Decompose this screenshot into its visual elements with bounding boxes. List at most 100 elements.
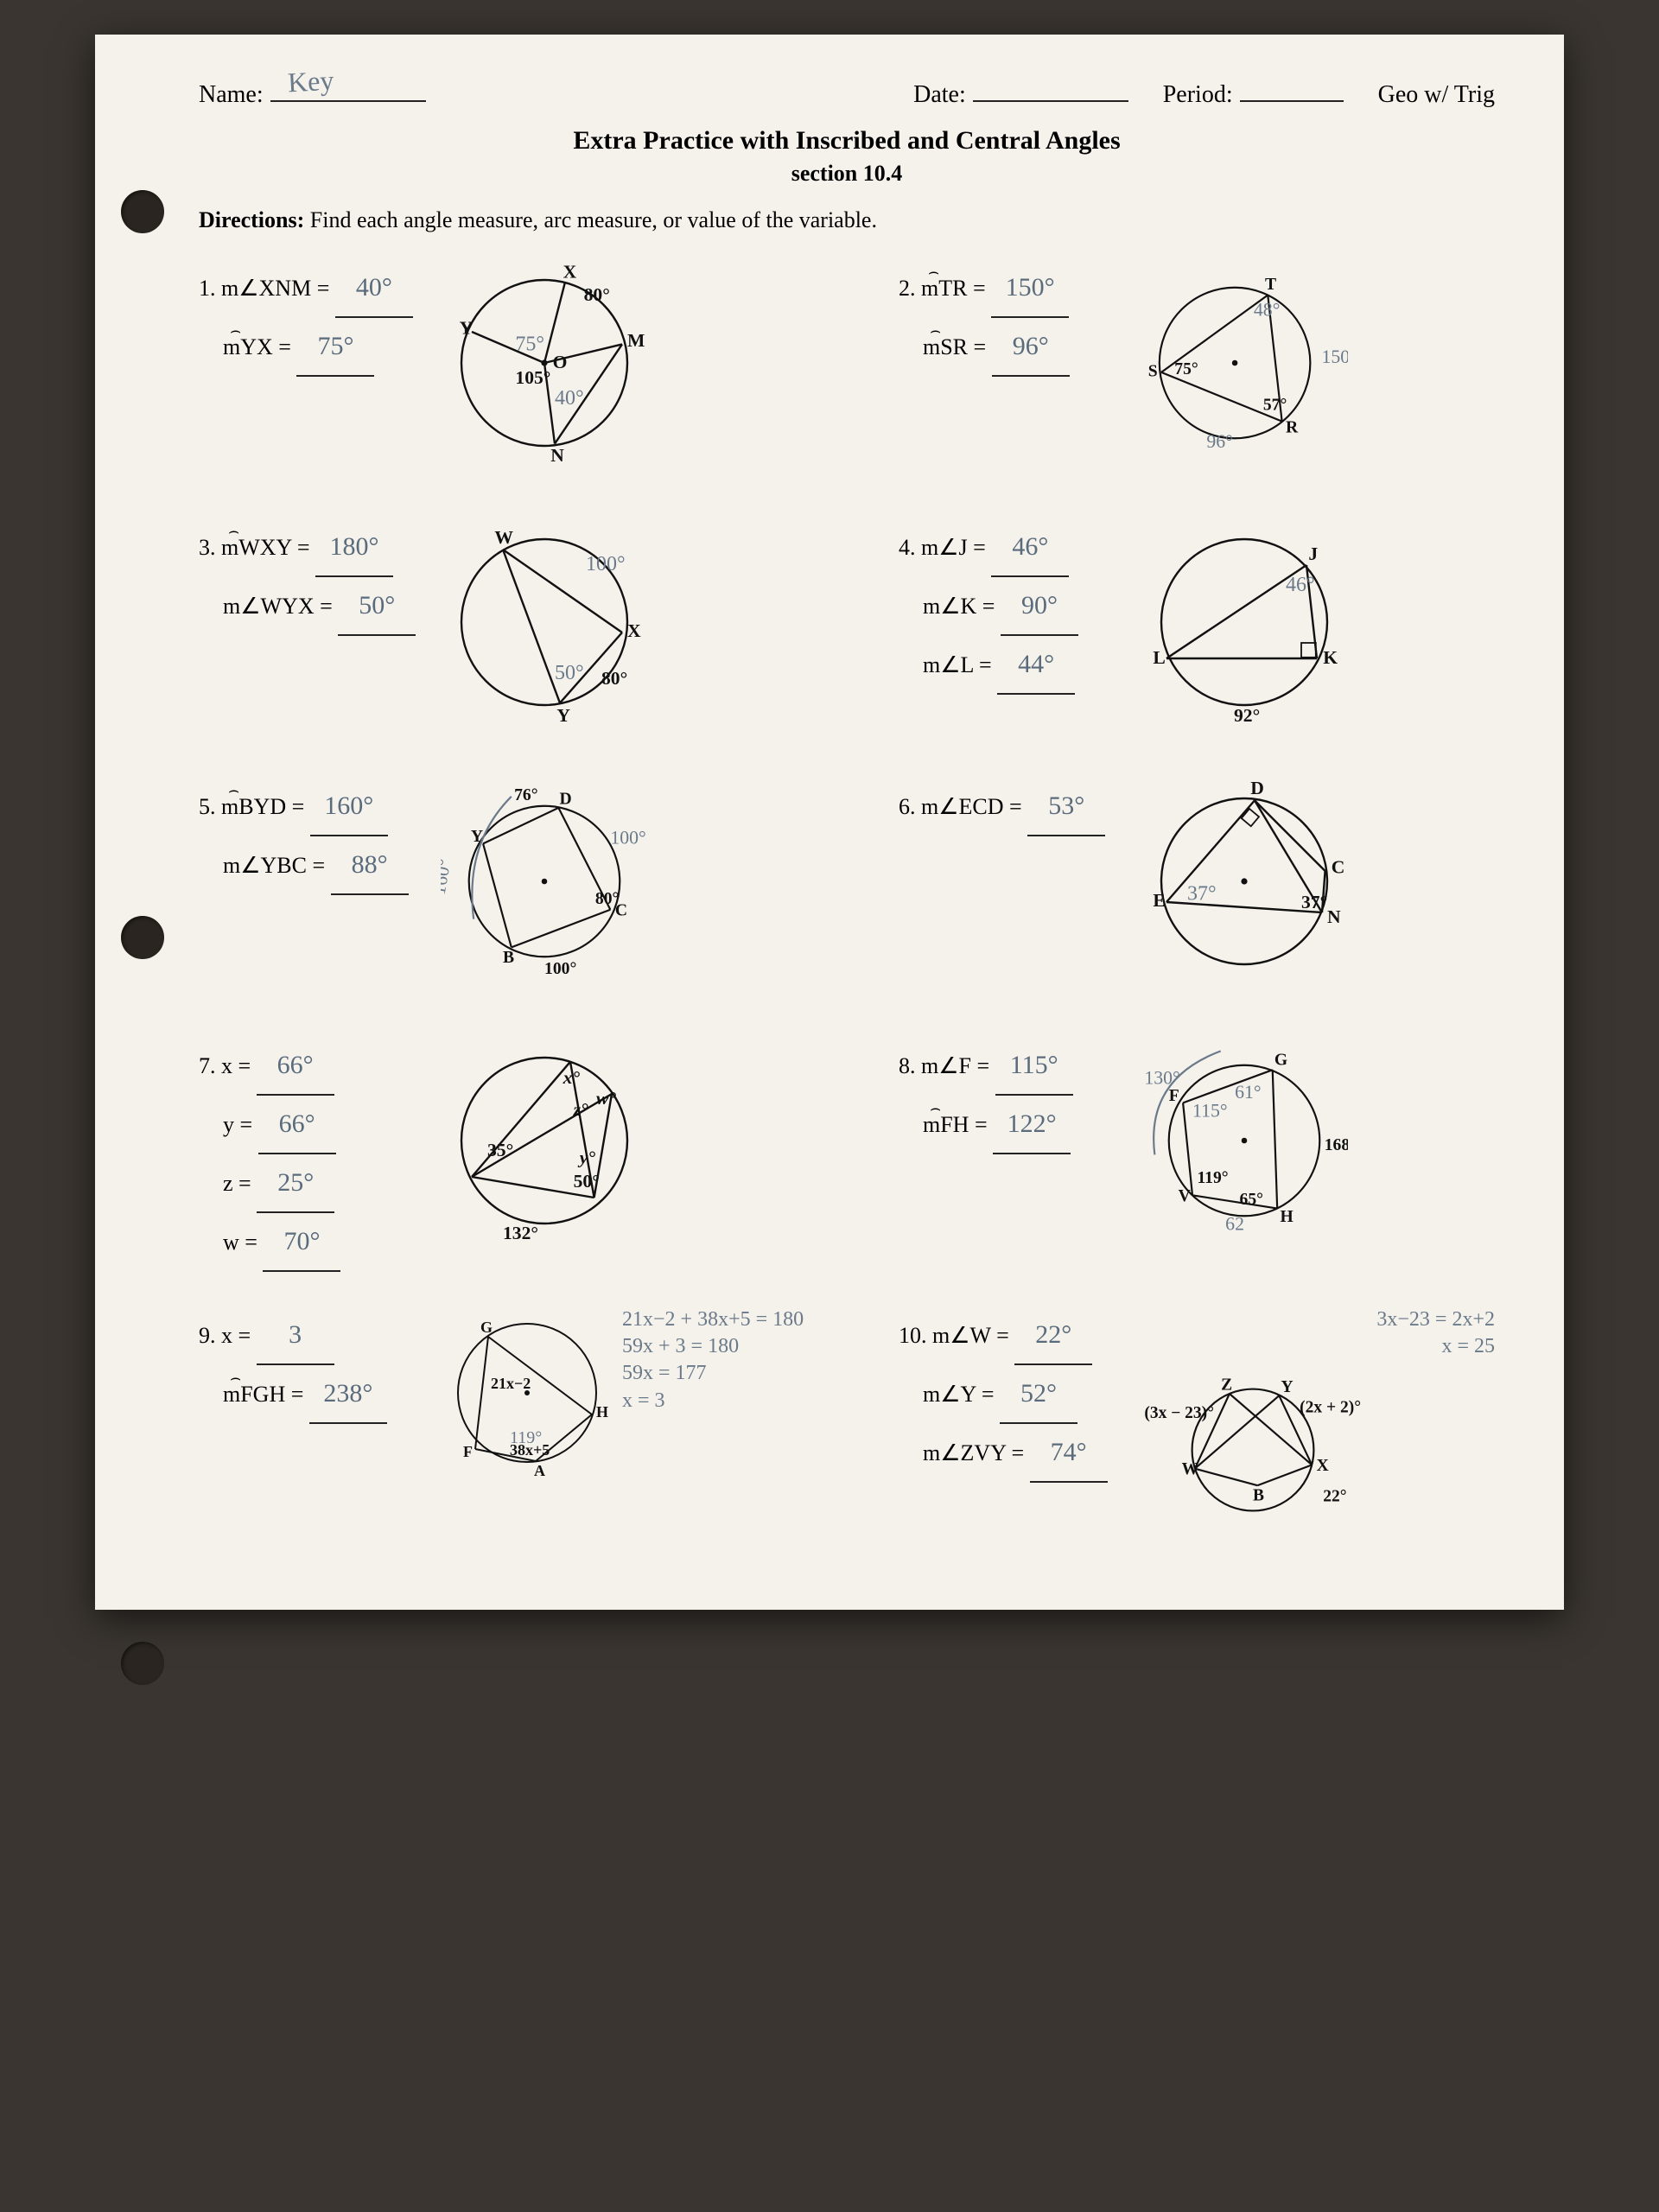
p8-text: 8. m∠F = 115° mFH = 122° <box>899 1037 1123 1154</box>
p10-diagram: 3x−23 = 2x+2 x = 25 W X Y Z B (3x − <box>1141 1306 1495 1541</box>
p8-a2: 122° <box>993 1096 1071 1154</box>
lbl: G <box>1274 1052 1287 1070</box>
lbl: 35° <box>487 1140 513 1160</box>
lbl: 80° <box>584 284 610 305</box>
p4-a3: 44° <box>997 636 1075 695</box>
date-label: Date: <box>913 81 966 109</box>
lbl: 48° <box>1254 299 1281 320</box>
lbl: W <box>1182 1461 1199 1479</box>
p2-num: 2. <box>899 276 916 301</box>
p7-qw: w = <box>223 1230 257 1255</box>
directions-label: Directions: <box>199 207 304 232</box>
work-line: 3x−23 = 2x+2 <box>1141 1306 1495 1333</box>
p10-a2: 52° <box>1000 1365 1077 1424</box>
p2-a2: 96° <box>992 318 1070 377</box>
punch-hole <box>121 1642 164 1685</box>
lbl: J <box>1308 543 1318 564</box>
lbl: 21x−2 <box>491 1375 531 1392</box>
p1-a2: 75° <box>296 318 374 377</box>
p4-q1: m∠J = <box>921 535 986 560</box>
work-line: 59x = 177 <box>622 1360 847 1387</box>
p9-num: 9. <box>199 1323 216 1348</box>
p3-a1: 180° <box>315 518 393 577</box>
lbl: A <box>534 1462 545 1479</box>
p7-num: 7. <box>199 1053 216 1078</box>
work-line: x = 25 <box>1141 1333 1495 1360</box>
p8-num: 8. <box>899 1053 916 1078</box>
p1-q2: mYX = <box>223 322 291 372</box>
lbl: Y <box>1281 1378 1294 1396</box>
lbl: L <box>1153 647 1165 668</box>
lbl: O <box>553 352 568 372</box>
lbl: 50° <box>555 662 584 684</box>
lbl: X <box>627 620 641 641</box>
worksheet-section: section 10.4 <box>199 161 1495 187</box>
lbl: x° <box>563 1067 581 1088</box>
lbl: D <box>559 791 571 809</box>
p1-q1: m∠XNM = <box>221 276 329 301</box>
name-value: Key <box>287 65 334 99</box>
lbl: 50° <box>574 1171 600 1192</box>
p3-num: 3. <box>199 535 216 560</box>
p8-diagram: F G V H 119° 65° 168° 130° 115° 61° 62 <box>1141 1037 1495 1249</box>
p9-a2: 238° <box>309 1365 387 1424</box>
p7-diagram: 35° 50° 132° x° w° z° y° <box>441 1037 847 1249</box>
directions-text: Find each angle measure, arc measure, or… <box>304 207 877 232</box>
p1-num: 1. <box>199 276 216 301</box>
p2-q2: mSR = <box>923 322 986 372</box>
p5-a2: 88° <box>331 836 409 895</box>
lbl: E <box>1153 890 1165 911</box>
p7-qx: x = <box>221 1053 251 1078</box>
lbl: 80° <box>595 890 619 908</box>
lbl: (3x − 23)° <box>1144 1405 1214 1423</box>
p9-a1: 3 <box>257 1306 334 1365</box>
p7-aw: 70° <box>263 1213 340 1272</box>
p3-text: 3. mWXY = 180° m∠WYX = 50° <box>199 518 423 636</box>
lbl: 100° <box>610 827 645 848</box>
p9-q1: x = <box>221 1323 251 1348</box>
problem-7: 7. x = 66° y = 66° z = 25° w = 70° 35° 5… <box>199 1037 847 1272</box>
p4-diagram: J K L 92° 46° <box>1141 518 1495 730</box>
lbl: 119° <box>510 1428 542 1447</box>
p9-q2: mFGH = <box>223 1370 303 1419</box>
problem-3: 3. mWXY = 180° m∠WYX = 50° W X Y 80° 100… <box>199 518 847 743</box>
lbl: X <box>1317 1457 1329 1475</box>
lbl: 57° <box>1263 397 1287 415</box>
p7-text: 7. x = 66° y = 66° z = 25° w = 70° <box>199 1037 423 1272</box>
p5-q1: mBYD = <box>221 782 304 831</box>
name-label: Name: <box>199 81 264 109</box>
date-blank <box>973 78 1128 102</box>
lbl: 130° <box>1144 1068 1179 1089</box>
p6-text: 6. m∠ECD = 53° <box>899 778 1123 836</box>
lbl: 75° <box>515 334 544 356</box>
p3-q1: mWXY = <box>221 523 310 572</box>
p2-text: 2. mTR = 150° mSR = 96° <box>899 259 1123 377</box>
work-line: 21x−2 + 38x+5 = 180 <box>622 1306 847 1333</box>
lbl: 150° <box>1321 346 1348 367</box>
lbl: 65° <box>1240 1191 1263 1209</box>
p7-az: 25° <box>257 1154 334 1213</box>
p5-diagram: Y D C B 76° 80° 100° 160° 100° <box>441 778 847 989</box>
lbl: C <box>1332 856 1345 877</box>
problem-10: 10. m∠W = 22° m∠Y = 52° m∠ZVY = 74° 3x−2… <box>899 1306 1495 1541</box>
lbl: 160° <box>441 857 454 896</box>
problem-9: 9. x = 3 mFGH = 238° G F A H 21x−2 38x+5 <box>199 1306 847 1541</box>
lbl: K <box>1323 647 1338 668</box>
p3-diagram: W X Y 80° 100° 50° <box>441 518 847 730</box>
p7-ax: 66° <box>257 1037 334 1096</box>
lbl: H <box>596 1403 608 1421</box>
lbl: 37° <box>1301 892 1327 912</box>
p10-q1: m∠W = <box>932 1323 1009 1348</box>
lbl: 100° <box>544 960 576 978</box>
name-blank: Key <box>270 78 426 102</box>
p10-a1: 22° <box>1014 1306 1092 1365</box>
lbl: z° <box>573 1099 588 1120</box>
p7-qz: z = <box>223 1171 251 1196</box>
lbl: Z <box>1221 1376 1232 1395</box>
lbl: T <box>1265 276 1276 294</box>
p2-diagram: T S R 75° 57° 48° 150° 96° <box>1141 259 1495 471</box>
p10-q2: m∠Y = <box>923 1382 995 1407</box>
p8-q2: mFH = <box>923 1100 988 1149</box>
lbl: 100° <box>586 553 626 575</box>
p4-a1: 46° <box>991 518 1069 577</box>
